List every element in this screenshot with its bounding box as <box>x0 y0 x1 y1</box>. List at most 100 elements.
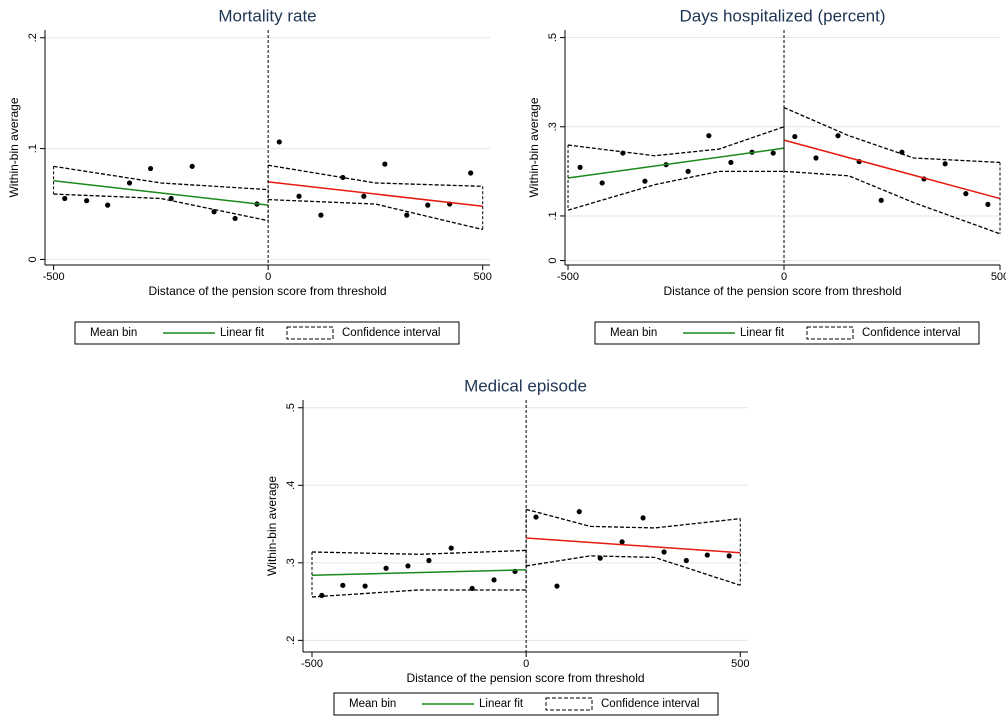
y-tick-label: .4 <box>285 481 297 490</box>
mean-bin-point <box>383 565 389 571</box>
mean-bin-point <box>706 133 712 139</box>
mean-bin-point <box>899 149 905 155</box>
y-axis-title: Within-bin average <box>527 97 541 197</box>
mean-bin-point <box>189 163 195 169</box>
mean-bin-point <box>84 198 90 204</box>
mean-bin-point <box>404 212 410 218</box>
y-tick-label: .5 <box>285 403 297 412</box>
mean-bin-point <box>597 555 603 561</box>
legend-label: Linear fit <box>740 327 785 339</box>
y-axis-title: Within-bin average <box>265 476 279 576</box>
legend-label: Linear fit <box>479 698 524 710</box>
legend-box <box>333 692 719 716</box>
x-axis-title: Distance of the pension score from thres… <box>406 671 644 685</box>
legend-label: Mean bin <box>90 327 137 339</box>
chart: Medical episode Within-bin average Distanc… <box>265 376 749 716</box>
y-tick-label: 0 <box>27 256 39 262</box>
x-tick-label: -500 <box>43 271 65 283</box>
mean-bin-point <box>792 133 798 140</box>
y-tick-label: .1 <box>27 144 39 153</box>
ci-upper <box>311 549 527 555</box>
legend-label: Mean bin <box>610 327 657 339</box>
mean-bin-point <box>448 545 454 551</box>
mean-bin-point <box>963 191 969 197</box>
fit-line <box>311 569 527 576</box>
ci-lower <box>311 589 527 598</box>
x-tick-label: 500 <box>731 658 749 670</box>
legend-label: Mean bin <box>349 698 396 710</box>
mean-bin-point <box>425 202 431 208</box>
fit-line <box>783 139 1001 200</box>
mean-bin-point <box>683 557 689 564</box>
mean-bin-point <box>599 180 605 186</box>
x-tick-label: 500 <box>991 271 1006 283</box>
fit-line <box>567 147 785 179</box>
mean-bin-point <box>577 164 583 170</box>
legend-swatch <box>806 326 854 340</box>
y-tick-label: .3 <box>547 122 559 131</box>
y-tick-label: .2 <box>27 33 39 42</box>
mean-bin-point <box>147 165 154 172</box>
mean-bin-point <box>491 577 497 583</box>
mean-bin-point <box>361 193 367 199</box>
chart: Mortality rate Within-bin average Distance… <box>7 6 492 345</box>
mean-bin-point <box>105 202 111 208</box>
mean-bin-point <box>813 155 819 161</box>
fit-line <box>268 181 483 207</box>
mean-bin-point <box>878 197 884 203</box>
fit-line <box>526 537 741 554</box>
legend-swatch <box>286 326 334 340</box>
ci-lower <box>567 170 785 211</box>
mean-bin-point <box>640 515 646 521</box>
legend-label: Confidence interval <box>601 698 699 710</box>
fit-line <box>53 180 269 206</box>
ci-upper <box>783 106 1001 164</box>
y-tick-label: .3 <box>285 558 297 567</box>
ci-lower <box>526 555 741 586</box>
mean-bin-point <box>319 592 325 598</box>
mean-bin-point <box>426 557 432 564</box>
x-tick-label: -500 <box>557 271 579 283</box>
legend-label: Confidence interval <box>342 327 440 339</box>
x-tick-label: 500 <box>474 271 492 283</box>
x-axis-title: Distance of the pension score from thres… <box>663 284 901 298</box>
legend-swatch <box>545 697 593 711</box>
x-axis-title: Distance of the pension score from thres… <box>148 284 386 298</box>
mean-bin-point <box>211 209 217 215</box>
legend-label: Linear fit <box>220 327 265 339</box>
y-tick-label: .1 <box>547 211 559 220</box>
mean-bin-point <box>382 161 388 167</box>
mean-bin-point <box>985 201 991 207</box>
mean-bin-point <box>340 582 346 588</box>
mean-bin-point <box>619 539 625 545</box>
y-tick-label: .2 <box>285 636 297 645</box>
legend-box <box>594 321 980 345</box>
mean-bin-point <box>726 553 732 559</box>
mean-bin-point <box>704 552 710 558</box>
mean-bin-point <box>661 549 667 555</box>
ci-lower <box>53 193 269 222</box>
x-tick-label: 0 <box>523 658 529 670</box>
ci-upper <box>567 126 785 157</box>
x-tick-label: 0 <box>265 271 271 283</box>
mean-bin-point <box>405 563 411 569</box>
mean-bin-point <box>728 159 734 166</box>
mean-bin-point <box>318 212 324 218</box>
mean-bin-point <box>296 193 302 199</box>
chart-title: Medical episode <box>464 376 587 395</box>
ci-upper <box>525 508 741 529</box>
mean-bin-point <box>554 583 560 589</box>
x-tick-label: 0 <box>781 271 787 283</box>
chart: Days hospitalized (percent) Within-bin av… <box>527 6 1006 345</box>
mean-bin-point <box>468 170 474 176</box>
ci-upper <box>268 164 483 187</box>
mean-bin-point <box>126 180 133 186</box>
mean-bin-point <box>232 215 238 222</box>
mean-bin-point <box>533 514 539 520</box>
y-axis-title: Within-bin average <box>7 97 21 197</box>
mean-bin-point <box>576 509 582 515</box>
x-tick-label: -500 <box>301 658 323 670</box>
y-tick-label: 0 <box>547 257 559 263</box>
mean-bin-point <box>362 583 368 589</box>
